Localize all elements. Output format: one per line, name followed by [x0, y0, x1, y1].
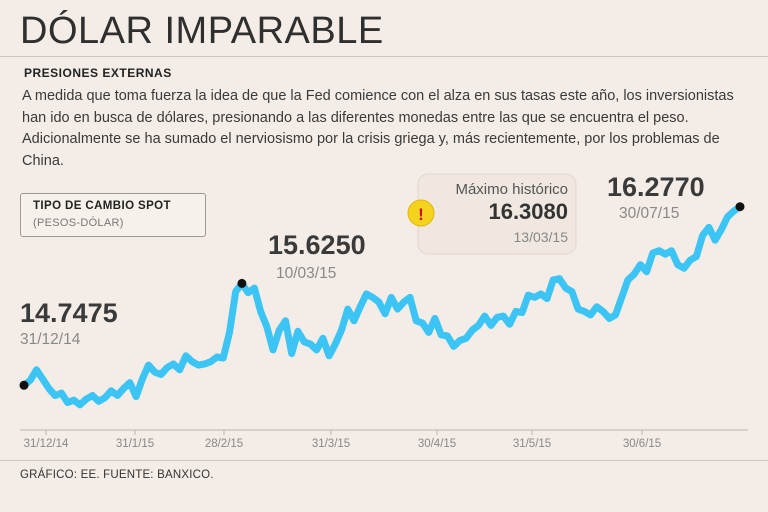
- series-title: TIPO DE CAMBIO SPOT: [33, 200, 171, 212]
- section-subtitle: PRESIONES EXTERNAS: [24, 66, 172, 80]
- x-tick-label: 28/2/15: [205, 438, 243, 450]
- title-divider: [0, 56, 768, 57]
- highlight-point-1: [19, 380, 29, 390]
- alert-icon: [407, 199, 435, 227]
- highlight-points: [19, 202, 745, 390]
- source-note: GRÁFICO: EE. FUENTE: BANXICO.: [20, 469, 214, 481]
- record-callout: ! Máximo histórico 16.3080 13/03/15: [407, 173, 577, 255]
- start-date-label: 31/12/14: [20, 331, 81, 348]
- record-label: Máximo histórico: [455, 181, 568, 198]
- march-value-label: 15.6250: [268, 230, 366, 260]
- series-label-box: TIPO DE CAMBIO SPOT (PESOS-DÓLAR): [20, 193, 206, 237]
- chart-title: DÓLAR IMPARABLE: [20, 10, 384, 52]
- highlight-point-2: [237, 278, 247, 288]
- x-axis: 31/12/14 31/1/15 28/2/15 31/3/15 30/4/15 31/5…: [20, 429, 748, 450]
- end-date-label: 30/07/15: [619, 205, 679, 222]
- highlight-point-3: [735, 202, 745, 212]
- x-tick-label: 31/1/15: [116, 438, 154, 450]
- x-tick-label: 31/12/14: [24, 438, 69, 450]
- record-date: 13/03/15: [514, 229, 569, 245]
- x-tick-label: 31/3/15: [312, 438, 350, 450]
- alert-icon-glyph: !: [418, 205, 424, 224]
- series-unit: (PESOS-DÓLAR): [33, 217, 124, 229]
- start-value-label: 14.7475: [20, 298, 118, 328]
- record-value: 16.3080: [488, 199, 568, 224]
- x-tick-label: 30/4/15: [418, 438, 456, 450]
- point-annotations: 14.7475 31/12/14 15.6250 10/03/15 16.277…: [20, 172, 705, 348]
- x-tick-label: 30/6/15: [623, 438, 661, 450]
- series-line: [20, 203, 744, 409]
- end-value-label: 16.2770: [607, 172, 705, 202]
- footer-divider: [0, 460, 768, 461]
- x-tick-label: 31/5/15: [513, 438, 551, 450]
- march-date-label: 10/03/15: [276, 265, 336, 282]
- intro-paragraph: A medida que toma fuerza la idea de que …: [22, 88, 734, 169]
